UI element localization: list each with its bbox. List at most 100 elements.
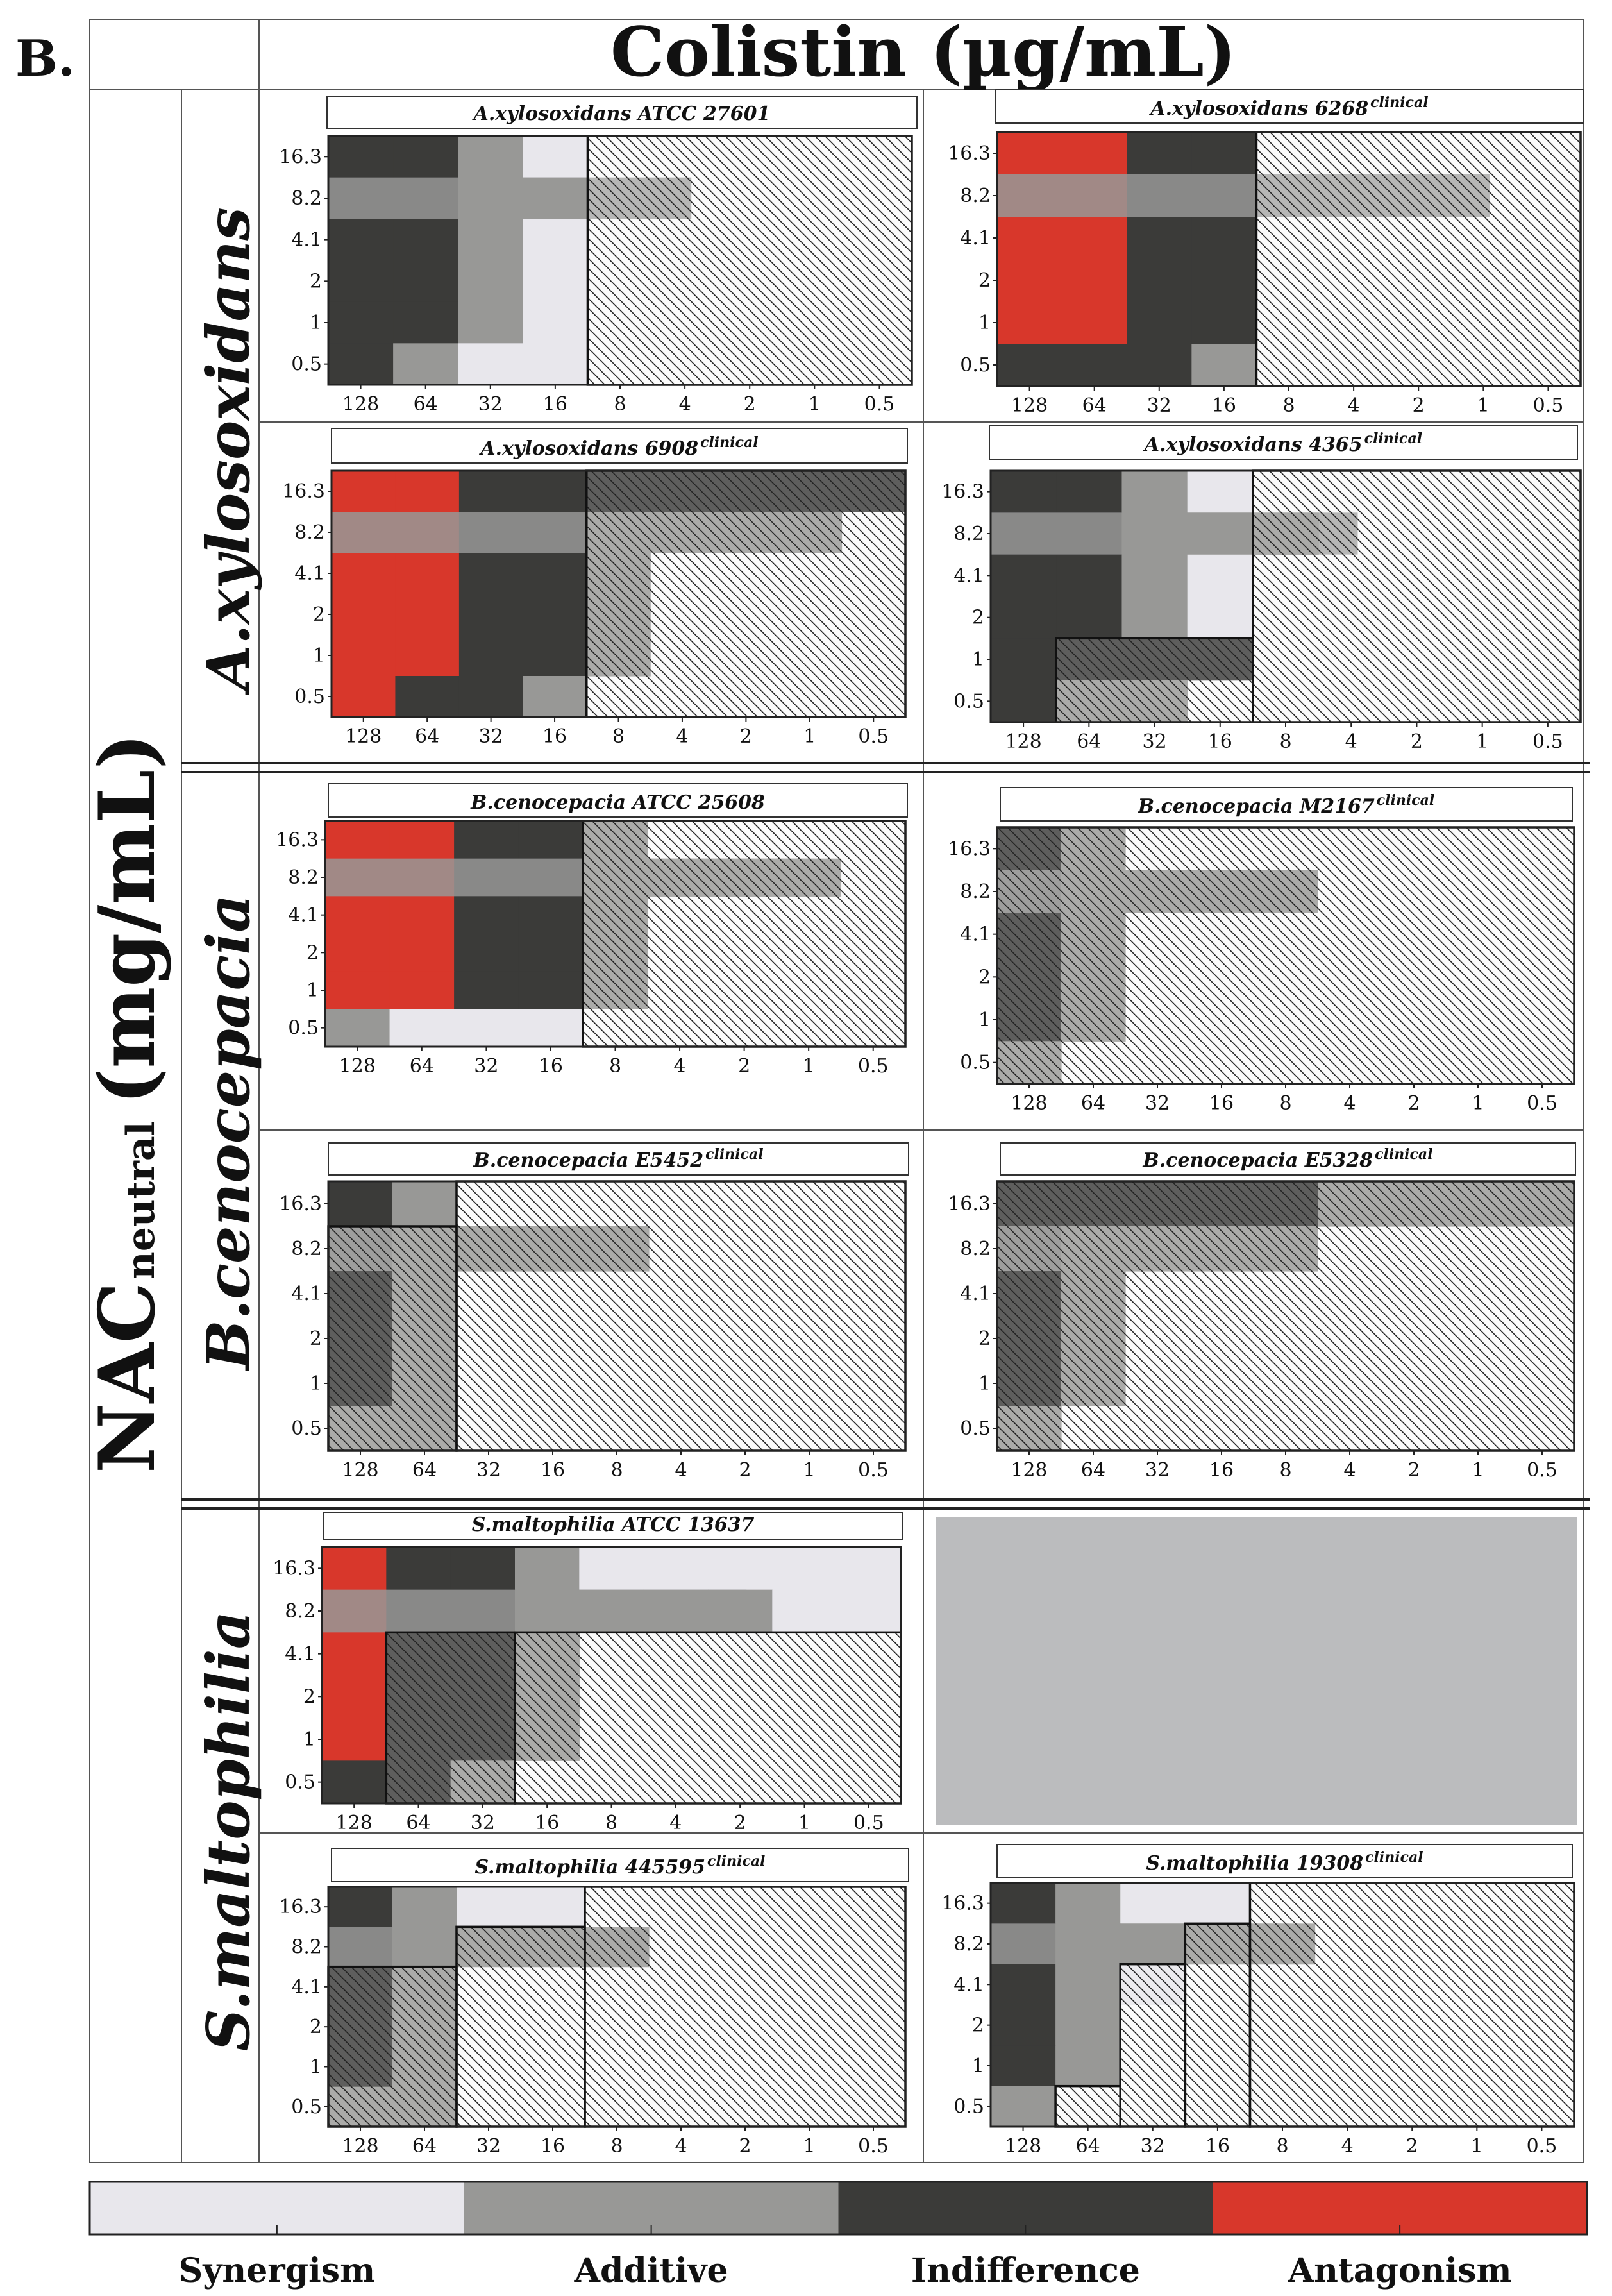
heatmap-cell: [1055, 2005, 1121, 2046]
x-tick-label: 2: [1411, 730, 1423, 753]
heatmap-cell: [450, 1547, 516, 1591]
panel-title-box: [326, 96, 918, 129]
x-tick-label: 0.5: [853, 1812, 884, 1834]
x-tick-label: 8: [1282, 394, 1295, 417]
y-tick-label: 0.5: [291, 1417, 322, 1440]
x-tick-label: 4: [676, 725, 688, 748]
x-tick-label: 1: [803, 725, 816, 748]
heatmap-cell: [389, 934, 455, 972]
y-tick-label: 2: [972, 2014, 984, 2037]
heatmap-cell: [991, 1964, 1056, 2005]
x-tick-label: 32: [1142, 730, 1166, 753]
x-tick-label: 32: [474, 1055, 498, 1077]
x-tick-label: 8: [1279, 1092, 1291, 1115]
y-tick-label: 16.3: [279, 146, 322, 168]
y-tick-label: 16.3: [948, 1193, 991, 1215]
panel-a-xylosoxidans-6268: A.xylosoxidans 6268 clinical 16.3 8.2 4.1 2 1 0…: [948, 89, 1584, 417]
hatched-region: [327, 1225, 458, 1452]
heatmap-cell: [643, 1547, 709, 1591]
heatmap-cell: [332, 676, 396, 718]
y-tick-label: 2: [313, 604, 325, 626]
heatmap-cell: [322, 1632, 387, 1676]
panel-title: A.xylosoxidans 6908 clinical: [478, 434, 758, 460]
y-tick-label: 4.1: [294, 562, 325, 585]
x-tick-label: 32: [471, 1812, 495, 1834]
heatmap-cell: [458, 635, 523, 677]
x-tick-label: 8: [1279, 1459, 1291, 1481]
heatmap-cell: [393, 343, 458, 385]
hatched-region: [996, 1180, 1575, 1452]
x-tick-label: 16: [542, 725, 567, 748]
heatmap-cell: [322, 1547, 387, 1591]
y-tick-label: 8.2: [291, 1936, 322, 1959]
species-label: B.cenocepacia: [194, 894, 263, 1372]
hatched-region: [385, 1631, 516, 1805]
panel-title-box: [989, 425, 1578, 460]
x-tick-label: 128: [1011, 394, 1048, 417]
hatched-region: [1248, 1882, 1575, 2128]
panel-s-maltophilia-atcc-13637: S.maltophilia ATCC 13637 16.3 8.2 4.1 2 1 0.5 1…: [273, 1512, 903, 1834]
x-tick-label: 0.5: [858, 1459, 889, 1481]
heatmap-cell: [328, 136, 394, 178]
heatmap-cell: [458, 471, 523, 512]
x-tick-label: 4: [675, 2135, 687, 2157]
y-title-main: NAC: [82, 1282, 172, 1473]
y-tick-label: 8.2: [291, 187, 322, 210]
heatmap-cell: [322, 1760, 387, 1804]
heatmap-cell: [457, 1887, 521, 1927]
panel-title: B.cenocepacia ATCC 25608: [470, 791, 765, 814]
heatmap-cell: [521, 1887, 585, 1927]
heatmap-cell: [991, 471, 1057, 513]
y-tick-label: 1: [972, 648, 984, 671]
y-tick-label: 2: [303, 1685, 315, 1708]
x-tick-label: 2: [739, 1459, 751, 1481]
x-tick-label: 32: [1145, 1459, 1170, 1481]
y-tick-label: 4.1: [291, 1976, 322, 1998]
x-tick-label: 0.5: [1527, 2135, 1557, 2157]
heatmap-cell: [395, 471, 460, 512]
x-tick-label: 2: [1407, 1092, 1420, 1115]
heatmap-cell: [395, 676, 460, 718]
heatmap-cell: [1062, 259, 1127, 302]
x-tick-label: 2: [738, 1055, 750, 1077]
y-tick-label: 4.1: [953, 564, 984, 587]
panel-title: B.cenocepacia E5452 clinical: [473, 1146, 763, 1172]
y-tick-label: 16.3: [948, 142, 991, 165]
panel-title: S.maltophilia 19308 clinical: [1146, 1849, 1423, 1875]
heatmap-cell: [708, 1547, 773, 1591]
heatmap-cell: [1062, 301, 1127, 344]
x-tick-label: 64: [1076, 2135, 1100, 2157]
x-tick-label: 8: [605, 1812, 617, 1834]
heatmap-cell: [515, 1547, 580, 1591]
panel-s-maltophilia-19308: S.maltophilia 19308 clinical 16.3 8.2 4.1 2 1 0…: [941, 1844, 1575, 2157]
x-tick-label: 32: [1147, 394, 1171, 417]
heatmap-cell: [1191, 344, 1257, 387]
heatmap-cell: [1191, 132, 1257, 175]
y-tick-label: 2: [310, 270, 322, 292]
hatched-region: [1184, 1922, 1252, 2128]
heatmap-cell: [1127, 344, 1192, 387]
heatmap-cell: [991, 596, 1057, 639]
heatmap-cell: [328, 1181, 393, 1227]
legend-border: [88, 2181, 1588, 2236]
x-tick-label: 128: [1011, 1092, 1047, 1115]
y-tick-label: 8.2: [285, 1600, 315, 1623]
heatmap-cell: [395, 635, 460, 677]
heatmap-cell: [389, 971, 455, 1009]
heatmap-cell: [1056, 554, 1123, 597]
heatmap-cell: [523, 676, 587, 718]
x-tick-label: 16: [535, 1812, 559, 1834]
heatmap-cell: [332, 594, 396, 636]
panel-title-box: [996, 1844, 1573, 1878]
y-tick-label: 4.1: [291, 1283, 322, 1305]
y-tick-label: 8.2: [960, 185, 991, 207]
panel-title: A.xylosoxidans 4365 clinical: [1143, 430, 1422, 456]
x-tick-label: 0.5: [1533, 394, 1564, 417]
x-tick-label: 0.5: [1532, 730, 1563, 753]
y-tick-label: 8.2: [291, 1238, 322, 1260]
heatmap-cell: [1121, 554, 1188, 597]
heatmap-cell: [1191, 259, 1257, 302]
species-label-axylosoxidans: A.xylosoxidans: [194, 207, 263, 696]
y-tick-label: 1: [972, 2055, 984, 2077]
